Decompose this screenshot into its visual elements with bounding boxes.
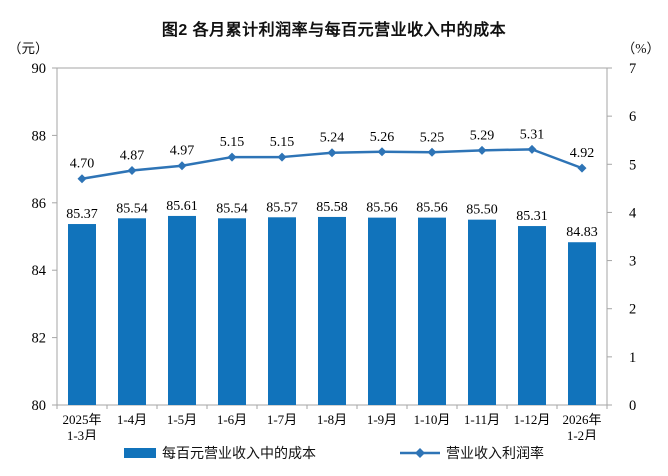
bar — [268, 217, 296, 405]
legend-item-cost: 每百元营业收入中的成本 — [124, 443, 316, 463]
right-axis-tick-label: 1 — [629, 350, 636, 366]
line-value-label: 5.15 — [220, 135, 245, 150]
bar-value-label: 85.57 — [266, 200, 298, 215]
line-marker-icon — [127, 166, 137, 176]
right-axis-unit-label: （%） — [621, 41, 660, 56]
left-axis-tick-label: 90 — [32, 61, 47, 77]
line-marker-icon — [477, 145, 487, 155]
bar — [168, 215, 196, 405]
line-marker-icon — [77, 174, 87, 184]
chart-title: 图2 各月累计利润率与每百元营业收入中的成本 — [161, 22, 507, 39]
right-axis-tick-label: 2 — [629, 302, 636, 318]
bar-value-label: 85.56 — [366, 201, 398, 216]
x-category-label: 1-10月 — [414, 412, 451, 427]
line-value-label: 4.87 — [120, 149, 145, 164]
right-axis-tick-label: 4 — [629, 205, 637, 221]
line-marker-icon — [577, 163, 587, 173]
right-axis-tick-label: 0 — [629, 398, 636, 414]
bar-value-label: 85.58 — [316, 200, 348, 215]
x-category-label: 1-8月 — [317, 412, 347, 427]
line-series-swatch-icon — [400, 447, 440, 459]
bar — [118, 218, 146, 405]
line-marker-icon — [377, 147, 387, 157]
bar-value-label: 85.54 — [116, 201, 148, 216]
left-axis-tick-label: 86 — [32, 196, 47, 212]
x-category-label: 1-11月 — [464, 412, 500, 427]
right-axis-tick-label: 7 — [629, 61, 636, 77]
right-axis-tick-label: 3 — [629, 254, 636, 270]
bar — [368, 217, 396, 405]
bar-value-label: 85.50 — [466, 203, 498, 218]
x-category-label: 1-9月 — [367, 412, 397, 427]
bar — [468, 219, 496, 405]
line-value-label: 4.92 — [570, 146, 595, 161]
line-marker-icon — [327, 148, 337, 158]
bar-value-label: 85.37 — [66, 207, 98, 222]
left-axis-tick-label: 84 — [32, 263, 47, 279]
bar — [518, 226, 546, 405]
bar-value-label: 85.31 — [516, 209, 548, 224]
x-category-label: 1-6月 — [217, 412, 247, 427]
x-category-label: 2025年 1-3月 — [62, 412, 101, 440]
right-axis-tick-label: 6 — [629, 109, 636, 125]
left-axis-tick-label: 88 — [32, 128, 47, 144]
x-category-label: 1-5月 — [167, 412, 197, 427]
x-category-label: 2026年 1-2月 — [562, 412, 601, 440]
line-value-label: 5.31 — [520, 127, 545, 142]
line-value-label: 5.29 — [470, 128, 495, 143]
line-marker-icon — [427, 147, 437, 157]
line-value-label: 5.25 — [420, 130, 445, 145]
bar — [218, 218, 246, 405]
x-category-label: 1-7月 — [267, 412, 297, 427]
legend-item-profit: 营业收入利润率 — [400, 443, 544, 463]
right-axis-tick-label: 5 — [629, 157, 636, 173]
line-value-label: 4.97 — [170, 144, 195, 159]
bar-value-label: 85.56 — [416, 201, 448, 216]
legend: 每百元营业收入中的成本 营业收入利润率 — [0, 443, 668, 463]
line-value-label: 5.15 — [270, 135, 295, 150]
bar-series-swatch-icon — [124, 448, 156, 458]
line-marker-icon — [277, 152, 287, 162]
bar-value-label: 85.61 — [166, 199, 198, 214]
x-category-label: 1-4月 — [117, 412, 147, 427]
x-category-label: 1-12月 — [514, 412, 551, 427]
plot-area: 90 88 86 84 82 80 7 6 5 4 3 2 1 0 85.37 85.54 85.61 85.54… — [32, 61, 638, 440]
bar-value-label: 85.54 — [216, 201, 248, 216]
bar — [68, 224, 96, 405]
bar — [318, 216, 346, 405]
line-value-label: 5.26 — [370, 130, 395, 145]
left-axis-unit-label: （元） — [8, 41, 49, 56]
legend-label-profit: 营业收入利润率 — [446, 447, 544, 462]
left-axis-tick-label: 82 — [32, 331, 47, 347]
line-marker-icon — [227, 152, 237, 162]
line-value-label: 5.24 — [320, 131, 345, 146]
line-marker-icon — [177, 161, 187, 171]
bar — [418, 217, 446, 405]
bar-value-label: 84.83 — [566, 225, 598, 240]
left-axis-tick-label: 80 — [32, 398, 47, 414]
line-marker-icon — [527, 144, 537, 154]
line-value-label: 4.70 — [70, 157, 95, 172]
legend-label-cost: 每百元营业收入中的成本 — [162, 447, 316, 462]
bar — [568, 242, 596, 405]
